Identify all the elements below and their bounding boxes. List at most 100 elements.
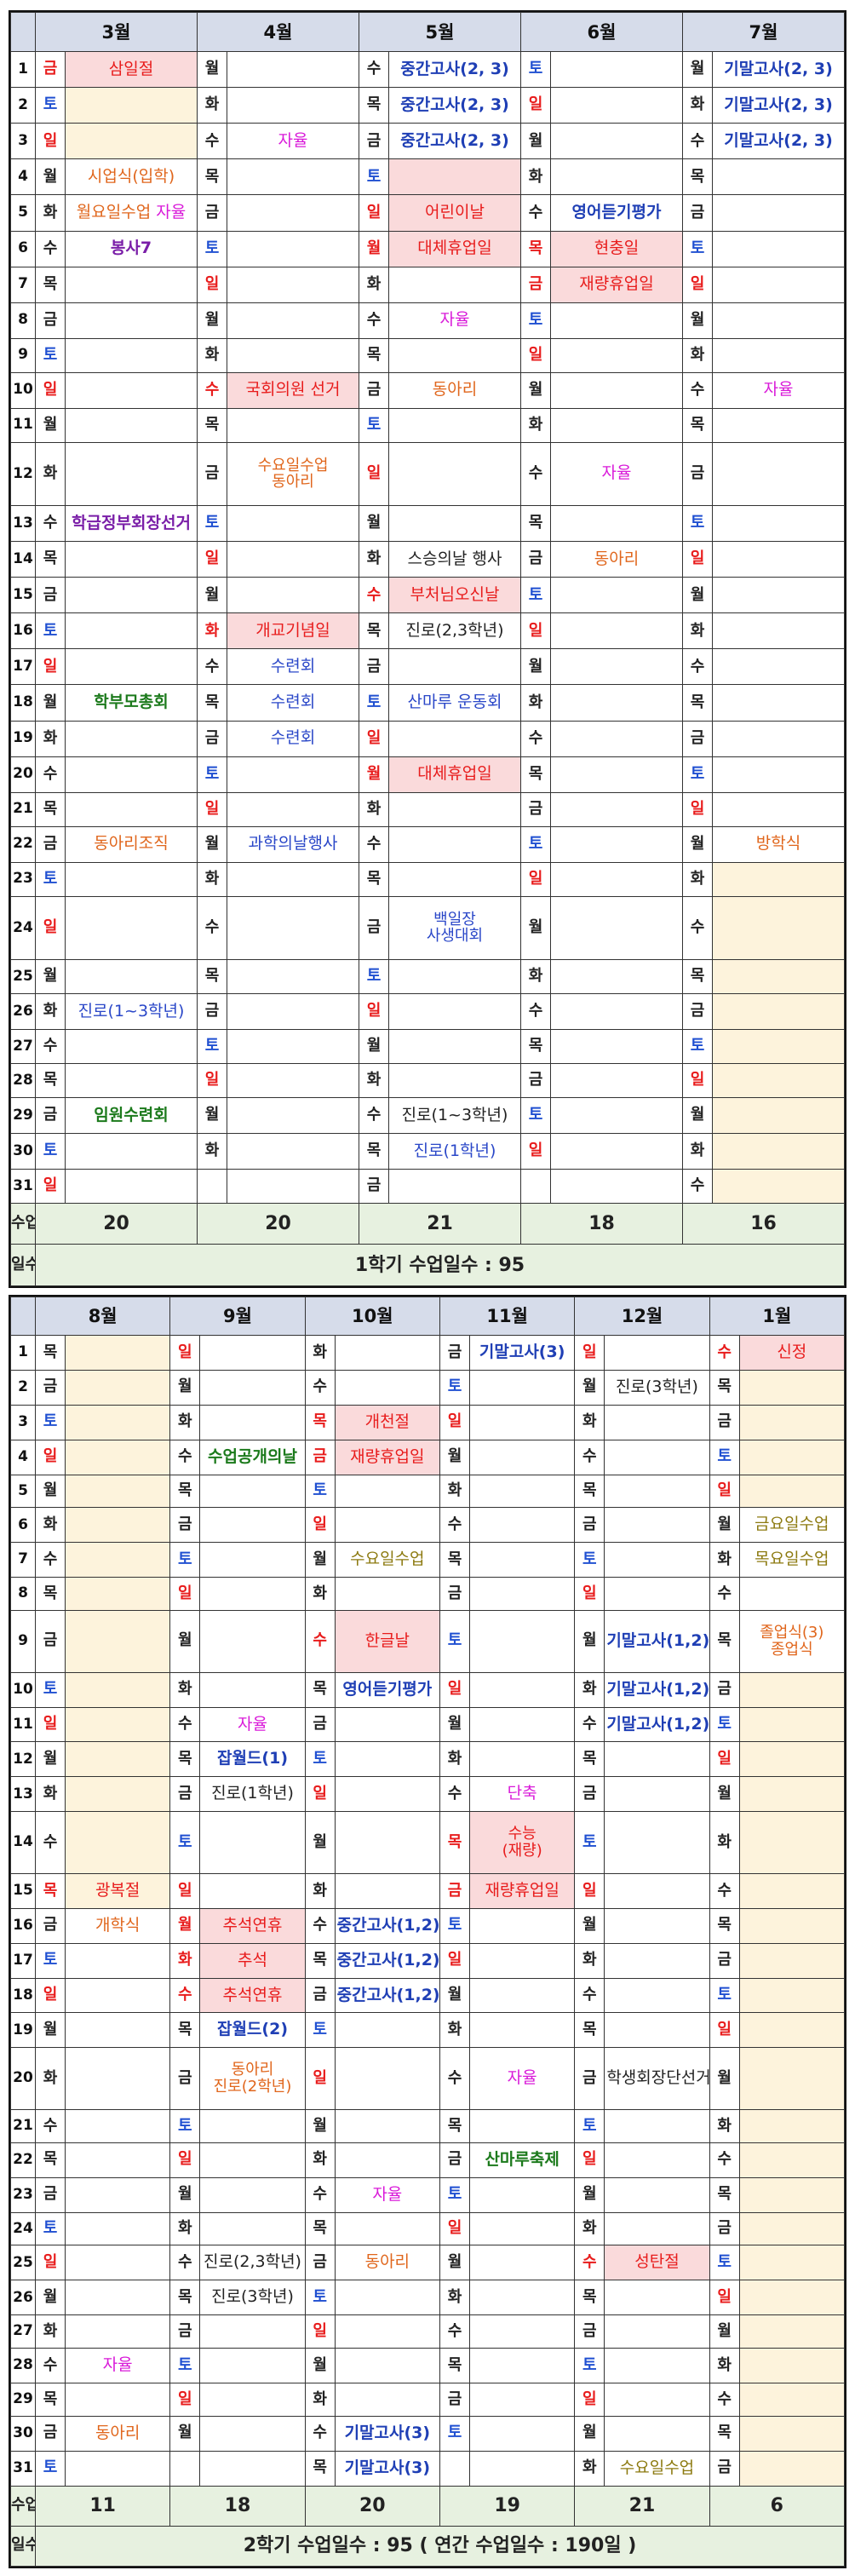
- weekday-cell: 토: [520, 1097, 551, 1135]
- event-cell: 산마루 운동회: [388, 684, 521, 722]
- weekday-cell: 일: [439, 2211, 470, 2246]
- weekday-cell: 토: [304, 1741, 336, 1778]
- event-cell: [550, 302, 683, 339]
- event-cell: [227, 505, 359, 543]
- day-row: 25 일 수 진로(2,3학년) 금 동아리 월 수 성탄절 토: [10, 2245, 846, 2281]
- weekday-cell: 목: [574, 1741, 605, 1778]
- event-cell: [712, 1169, 845, 1205]
- weekday-cell: 토: [359, 959, 389, 995]
- weekday-cell: 금: [682, 194, 713, 232]
- event-cell: 현충일: [550, 230, 683, 267]
- event-cell: [227, 266, 359, 303]
- weekday-cell: 일: [439, 1671, 470, 1708]
- month-class-days: 20: [35, 1203, 198, 1245]
- day-row: 7 수 토 월 수요일수업 목 토 화 목요일수업: [10, 1542, 846, 1578]
- event-cell: 금요일수업: [738, 1507, 846, 1544]
- event-cell: [334, 2382, 440, 2417]
- weekday-cell: 금: [574, 2314, 605, 2349]
- event-cell: [738, 1977, 846, 2014]
- weekday-cell: 화: [35, 194, 66, 232]
- event-cell: [468, 1369, 576, 1406]
- event-cell: [64, 2382, 171, 2417]
- day-number: 21: [10, 791, 36, 827]
- event-cell: [64, 2314, 171, 2349]
- event-cell: [199, 1872, 306, 1909]
- event-cell: [738, 1872, 846, 1909]
- weekday-cell: 토: [520, 302, 551, 339]
- event-cell: 수련회: [227, 648, 359, 686]
- semester2-calendar: 8월 9월 10월 11월 12월 1월 1 목 일 화 금 기말고사(3) 일 수 신정 2 금 월 수 토 월 진로(…: [9, 1295, 846, 2568]
- day-number: 30: [10, 2415, 36, 2452]
- weekday-cell: 목: [359, 87, 389, 124]
- event-cell: [712, 158, 845, 196]
- weekday-cell: 화: [35, 1507, 66, 1544]
- weekday-cell: 화: [304, 1577, 336, 1611]
- weekday-cell: 화: [682, 337, 713, 373]
- weekday-cell: 금: [359, 123, 389, 160]
- event-cell: [334, 2314, 440, 2349]
- event-cell: [712, 505, 845, 543]
- weekday-cell: 수: [520, 720, 551, 757]
- weekday-cell: 금: [359, 648, 389, 686]
- month-class-days: 18: [169, 2485, 306, 2527]
- event-cell: 개학식: [64, 1907, 171, 1944]
- event-cell: [604, 1872, 710, 1909]
- semester1-table: 3월 4월 5월 6월 7월 1 금 삼일절 월 수 중간고사(2, 3) 토 월 기말고사(2, 3) 2…: [10, 11, 845, 1286]
- weekday-cell: 수: [35, 1811, 66, 1874]
- weekday-cell: 월: [35, 2280, 66, 2316]
- day-number: 2: [10, 87, 36, 124]
- event-text-line: (재량): [502, 1842, 542, 1860]
- event-cell: 추석연휴: [199, 1977, 306, 2014]
- month-header-row: 3월 4월 5월 6월 7월: [10, 11, 845, 53]
- weekday-cell: 금: [304, 1706, 336, 1743]
- weekday-cell: 일: [35, 1977, 66, 2014]
- weekday-cell: 목: [35, 791, 66, 827]
- weekday-cell: 일: [197, 541, 227, 578]
- weekday-cell: 월: [304, 2348, 336, 2383]
- weekday-cell: 금: [35, 302, 66, 339]
- event-cell: 수련회: [227, 684, 359, 722]
- event-cell: [65, 337, 198, 373]
- day-number: 3: [10, 1404, 36, 1440]
- weekday-cell: 수: [35, 1029, 66, 1065]
- day-row: 16 금 개학식 월 추석연휴 수 중간고사(1,2) 토 월 목: [10, 1907, 846, 1944]
- event-cell: [227, 791, 359, 827]
- weekday-cell: 월: [169, 1610, 201, 1673]
- day-row: 26 월 목 진로(3학년) 토 화 목 일: [10, 2280, 846, 2316]
- day-row: 5 화 월요일수업 자율 금 일 어린이날 수 영어듣기평가 금: [10, 194, 845, 232]
- empty-cell: [439, 2450, 470, 2487]
- weekday-cell: 화: [35, 720, 66, 757]
- weekday-cell: 금: [35, 825, 66, 863]
- event-cell: [468, 1474, 576, 1509]
- day-number: 6: [10, 1507, 36, 1544]
- event-cell: [712, 266, 845, 303]
- event-cell: 잡월드(2): [199, 2012, 306, 2049]
- event-cell: [227, 337, 359, 373]
- weekday-cell: 금: [574, 1507, 605, 1544]
- weekday-cell: 토: [35, 2450, 66, 2487]
- event-cell: [199, 2109, 306, 2143]
- weekday-cell: 금: [197, 194, 227, 232]
- day-number: 19: [10, 720, 36, 757]
- event-cell: 진로(1~3학년): [388, 1097, 521, 1135]
- event-cell: [468, 2109, 576, 2143]
- weekday-cell: 일: [35, 648, 66, 686]
- weekday-cell: 수: [520, 441, 551, 507]
- day-number: 13: [10, 505, 36, 543]
- weekday-cell: 금: [709, 1942, 740, 1979]
- weekday-cell: 수: [35, 1542, 66, 1578]
- event-text-line: 수능: [508, 1825, 537, 1843]
- weekday-cell: 금: [682, 720, 713, 757]
- event-cell: 중간고사(2, 3): [388, 87, 521, 124]
- weekday-cell: 금: [520, 1063, 551, 1099]
- event-cell: [199, 2382, 306, 2417]
- event-cell: 과학의날행사: [227, 825, 359, 863]
- event-cell: 백일장 사생대회: [388, 895, 521, 961]
- weekday-cell: 목: [709, 1610, 740, 1673]
- day-row: 13 화 금 진로(1학년) 일 수 단축 금 월: [10, 1776, 846, 1813]
- event-cell: 수요일수업 동아리: [227, 441, 359, 507]
- weekday-cell: 일: [359, 993, 389, 1031]
- month-class-days: 16: [682, 1203, 845, 1245]
- event-cell: [64, 1610, 171, 1673]
